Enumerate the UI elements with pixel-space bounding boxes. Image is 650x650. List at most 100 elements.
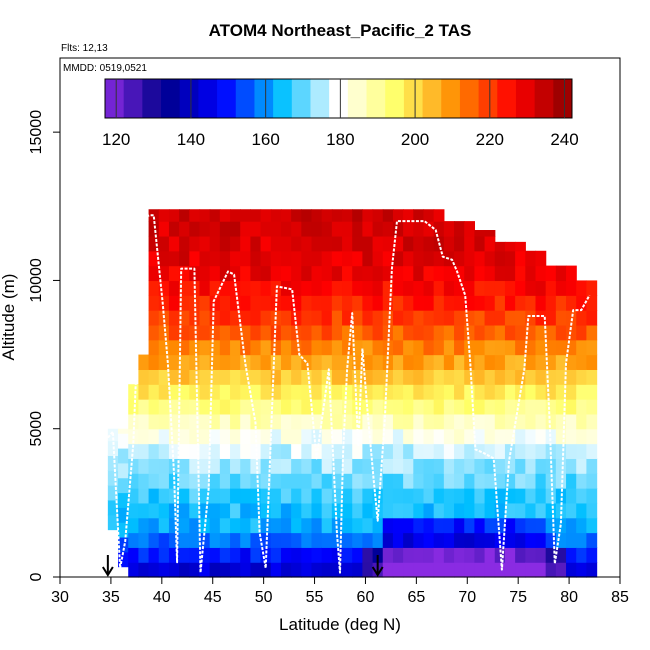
heatmap-cell: [240, 354, 251, 370]
heatmap-cell: [352, 310, 363, 326]
heatmap-cell: [392, 369, 404, 385]
heatmap-cell: [545, 310, 557, 326]
heatmap-cell: [311, 250, 323, 267]
heatmap-cell: [484, 428, 496, 445]
heatmap-cell: [484, 235, 496, 252]
heatmap-cell: [464, 265, 475, 282]
heatmap-cell: [179, 532, 190, 548]
heatmap-cell: [423, 443, 435, 459]
heatmap-cell: [342, 473, 353, 489]
heatmap-cell: [199, 339, 211, 356]
heatmap-cell: [504, 488, 516, 504]
heatmap-cell: [484, 250, 496, 267]
heatmap-cell: [372, 310, 384, 326]
heatmap-cell: [484, 547, 496, 563]
heatmap-cell: [321, 384, 333, 400]
heatmap-cell: [189, 399, 201, 415]
heatmap-cell: [484, 517, 496, 534]
heatmap-cell: [240, 310, 251, 326]
heatmap-cell: [403, 324, 414, 341]
heatmap-cell: [586, 532, 598, 548]
colorbar-swatch: [497, 79, 517, 118]
heatmap-cell: [270, 399, 282, 415]
heatmap-cell: [504, 241, 516, 252]
heatmap-cell: [545, 502, 557, 519]
heatmap-cell: [331, 443, 343, 459]
heatmap-cell: [535, 369, 547, 385]
heatmap-cell: [535, 280, 547, 296]
heatmap-cell: [209, 473, 221, 489]
heatmap-cell: [454, 502, 465, 519]
heatmap-cell: [342, 488, 353, 504]
heatmap-cell: [168, 399, 180, 415]
heatmap-cell: [586, 502, 598, 519]
heatmap-cell: [352, 488, 363, 504]
heatmap-cell: [179, 443, 190, 459]
heatmap-cell: [158, 443, 170, 459]
heatmap-cell: [250, 339, 262, 356]
heatmap-cell: [270, 532, 282, 548]
heatmap-cell: [413, 369, 425, 385]
heatmap-cell: [515, 547, 526, 563]
heatmap-cell: [443, 473, 455, 489]
heatmap-cell: [352, 547, 363, 563]
heatmap-cell: [301, 428, 313, 445]
heatmap-cell: [118, 492, 129, 508]
heatmap-cell: [342, 384, 353, 400]
heatmap-cell: [433, 369, 445, 385]
heatmap-cell: [586, 517, 598, 534]
heatmap-cell: [423, 369, 435, 385]
heatmap-cell: [372, 443, 384, 459]
heatmap-cell: [454, 413, 465, 430]
heatmap-cell: [566, 428, 577, 445]
heatmap-cell: [291, 384, 302, 400]
heatmap-cell: [403, 209, 414, 222]
heatmap-cell: [179, 265, 190, 282]
heatmap-cell: [576, 547, 587, 563]
heatmap-cell: [331, 413, 343, 430]
heatmap-cell: [464, 310, 475, 326]
heatmap-cell: [311, 547, 323, 563]
heatmap-cell: [423, 324, 435, 341]
heatmap-cell: [219, 517, 231, 534]
heatmap-cell: [219, 339, 231, 356]
heatmap-cell: [280, 295, 292, 311]
heatmap-cell: [199, 250, 211, 267]
heatmap-cell: [209, 235, 221, 252]
heatmap-cell: [342, 209, 353, 222]
heatmap-cell: [392, 384, 404, 400]
heatmap-cell: [168, 354, 180, 370]
heatmap-cell: [270, 221, 282, 237]
heatmap-cell: [168, 339, 180, 356]
colorbar-swatch: [142, 79, 162, 118]
y-tick-label: 5000: [28, 411, 45, 447]
heatmap-cell: [443, 295, 455, 311]
heatmap-cell: [474, 473, 486, 489]
heatmap-cell: [454, 547, 465, 563]
heatmap-cell: [311, 473, 323, 489]
heatmap-cell: [148, 562, 160, 578]
heatmap-cell: [566, 310, 577, 326]
heatmap-cell: [118, 522, 129, 538]
heatmap-cell: [189, 354, 201, 370]
heatmap-cell: [515, 473, 526, 489]
heatmap-cell: [576, 339, 587, 356]
heatmap-cell: [515, 280, 526, 296]
heatmap-cell: [311, 458, 323, 474]
heatmap-cell: [576, 502, 587, 519]
heatmap-cell: [586, 562, 598, 578]
heatmap-cell: [342, 547, 353, 563]
heatmap-cell: [158, 221, 170, 237]
heatmap-cell: [189, 502, 201, 519]
heatmap-cell: [515, 339, 526, 356]
heatmap-cell: [260, 473, 272, 489]
heatmap-cell: [260, 488, 272, 504]
heatmap-cell: [403, 502, 414, 519]
heatmap-cell: [179, 369, 190, 385]
heatmap-cell: [240, 488, 251, 504]
heatmap-cell: [362, 532, 374, 548]
heatmap-cell: [168, 280, 180, 296]
heatmap-cell: [199, 324, 211, 341]
heatmap-cell: [148, 250, 160, 267]
heatmap-cell: [362, 265, 374, 282]
